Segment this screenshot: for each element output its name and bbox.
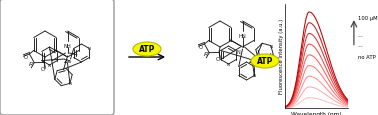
FancyBboxPatch shape	[0, 0, 114, 115]
Text: Zn: Zn	[64, 59, 71, 64]
Text: ...: ...	[358, 42, 364, 47]
Ellipse shape	[251, 55, 279, 68]
Text: N: N	[237, 50, 240, 55]
Text: N: N	[68, 82, 71, 86]
Text: R: R	[204, 51, 208, 56]
Text: 100 μM ATP: 100 μM ATP	[358, 16, 378, 21]
Text: N: N	[227, 62, 230, 66]
Text: O: O	[41, 67, 45, 72]
Text: N: N	[270, 44, 273, 48]
Text: ATP: ATP	[257, 57, 273, 66]
Text: ...: ...	[358, 33, 364, 38]
Text: HN: HN	[239, 34, 246, 39]
Ellipse shape	[133, 43, 161, 56]
Text: N: N	[253, 74, 256, 78]
Text: O: O	[216, 57, 220, 62]
Text: no ATP: no ATP	[358, 55, 375, 60]
Text: O: O	[23, 54, 28, 59]
Text: N: N	[88, 47, 91, 51]
Text: NH: NH	[64, 44, 71, 49]
Text: ATP: ATP	[139, 45, 155, 54]
Y-axis label: Fluorescence Intensity (a.u.): Fluorescence Intensity (a.u.)	[279, 19, 284, 94]
Text: R: R	[29, 61, 33, 66]
Text: O: O	[198, 44, 203, 49]
Text: N: N	[48, 63, 51, 67]
Text: Zn: Zn	[249, 59, 256, 64]
X-axis label: Wavelength (nm): Wavelength (nm)	[291, 111, 342, 115]
